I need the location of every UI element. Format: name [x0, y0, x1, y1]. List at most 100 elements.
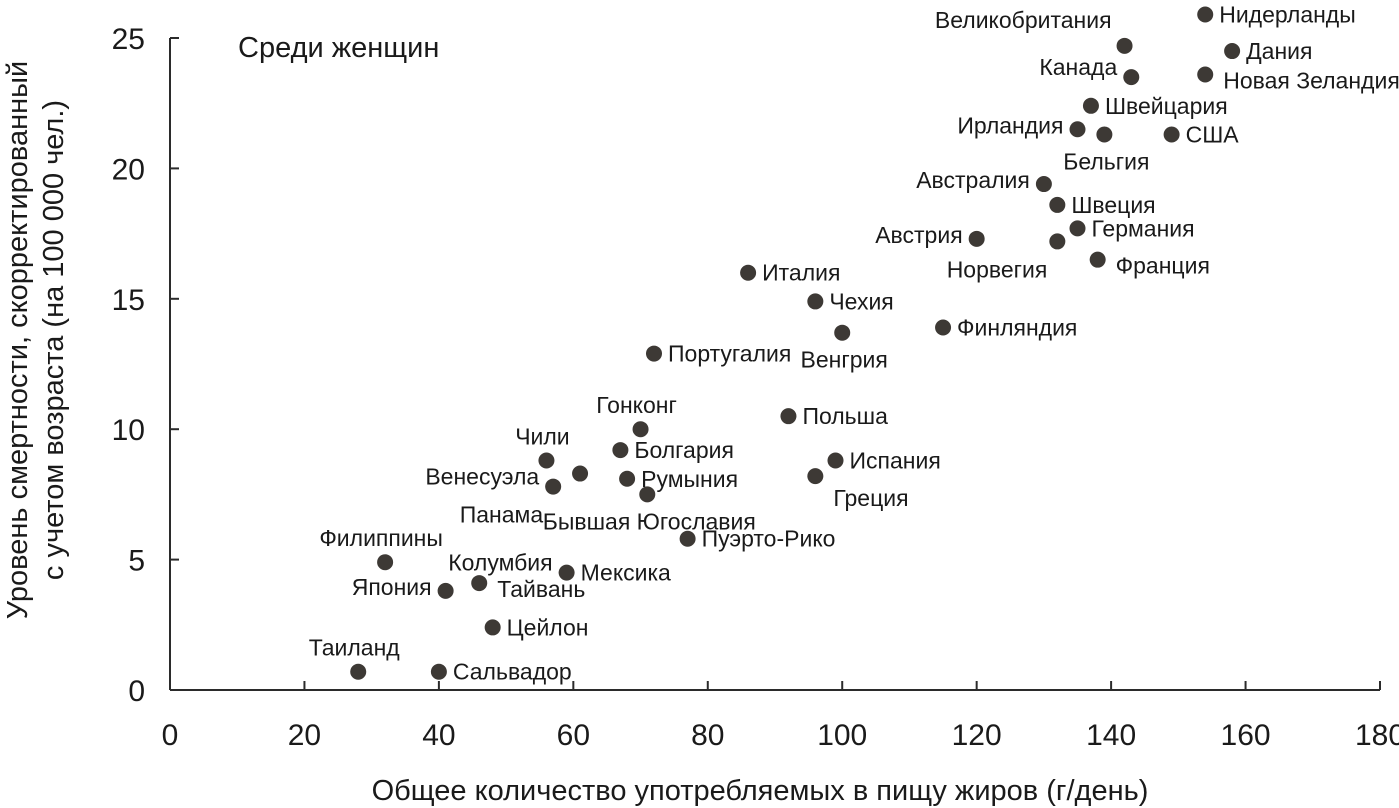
data-point-label: Япония: [352, 574, 432, 600]
data-point-label: Бывшая Югославия: [543, 508, 756, 534]
y-tick-label: 5: [128, 545, 145, 578]
x-tick-label: 60: [557, 719, 590, 752]
point-labels: Нидерланды Великобритания Дания Канада Новая…: [309, 2, 1399, 685]
data-point-label: Филиппины: [319, 525, 443, 551]
data-point-label: Цейлон: [507, 614, 589, 640]
data-point-label: Великобритания: [935, 7, 1112, 33]
y-tick-label: 0: [128, 675, 145, 708]
axes: [169, 38, 1380, 691]
data-point: [1116, 37, 1133, 54]
data-point-label: Португалия: [668, 341, 791, 367]
x-tick-label: 80: [691, 719, 724, 752]
data-point-label: Чехия: [829, 288, 893, 314]
y-tick-label: 25: [112, 23, 145, 56]
data-point: [935, 319, 952, 336]
data-point: [807, 293, 824, 310]
data-point-label: Италия: [762, 260, 840, 286]
data-point-label: Тайвань: [497, 576, 585, 602]
data-point: [538, 452, 555, 469]
data-point-label: Сальвадор: [453, 659, 572, 685]
data-point: [834, 324, 851, 341]
y-tick-label: 20: [112, 153, 145, 186]
data-point-label: Бельгия: [1063, 148, 1149, 174]
data-point: [1082, 97, 1099, 114]
data-point: [377, 554, 394, 571]
data-point: [740, 264, 757, 281]
data-point-label: Болгария: [634, 437, 734, 463]
data-point-label: Испания: [850, 447, 941, 473]
data-point: [968, 230, 985, 247]
y-axis-title-line-1: Уровень смертности, скорректированный: [2, 61, 34, 619]
data-point-label: Австралия: [916, 167, 1030, 193]
data-point: [679, 530, 696, 547]
data-point-label: Норвегия: [947, 256, 1048, 282]
data-point: [827, 452, 844, 469]
data-point-label: Канада: [1039, 54, 1117, 80]
data-point: [350, 663, 367, 680]
x-tick-label: 0: [162, 719, 179, 752]
data-point-label: Венесуэла: [425, 464, 539, 490]
data-point-label: Чили: [515, 423, 569, 449]
data-point-label: США: [1186, 121, 1240, 147]
data-point-label: Нидерланды: [1219, 2, 1356, 28]
ticks: 0 20 40 60 80 100 120 140 160 180 0 5 10 15 20 25: [112, 23, 1399, 752]
data-point: [1197, 66, 1214, 83]
x-axis-title: Общее количество употребляемых в пищу жи…: [372, 775, 1149, 807]
data-point-label: Греция: [833, 485, 908, 511]
data-point: [1069, 220, 1086, 237]
data-point-label: Австрия: [875, 222, 962, 248]
y-tick-label: 10: [112, 414, 145, 447]
data-point-label: Ирландия: [957, 112, 1063, 138]
data-point-label: Новая Зеландия: [1223, 68, 1399, 94]
data-point-label: Колумбия: [448, 550, 552, 576]
data-point-label: Дания: [1246, 38, 1312, 64]
data-point-label: Венгрия: [801, 347, 888, 373]
data-point-label: Румыния: [641, 466, 738, 492]
data-point: [639, 486, 656, 503]
data-point: [1096, 126, 1113, 143]
data-point: [558, 564, 575, 581]
data-point-label: Швейцария: [1105, 93, 1228, 119]
data-point-label: Финляндия: [957, 314, 1077, 340]
data-point: [437, 582, 454, 599]
x-tick-label: 160: [1221, 719, 1271, 752]
data-point: [619, 470, 636, 487]
data-point: [632, 421, 649, 438]
y-tick-label: 15: [112, 284, 145, 317]
data-point: [612, 442, 629, 459]
data-point: [780, 408, 797, 425]
data-point-label: Гонконг: [596, 392, 677, 418]
data-point: [1123, 69, 1140, 86]
data-point: [1089, 251, 1106, 268]
data-point: [807, 468, 824, 485]
data-point-label: Пуэрто-Рико: [702, 526, 836, 552]
data-point: [545, 478, 562, 495]
data-point: [1069, 121, 1086, 138]
x-tick-label: 120: [952, 719, 1002, 752]
data-point: [471, 575, 488, 592]
data-point-label: Германия: [1092, 215, 1195, 241]
data-point: [1049, 196, 1066, 213]
data-points: [350, 6, 1241, 680]
data-point: [1197, 6, 1214, 23]
data-point-label: Мексика: [581, 560, 671, 586]
data-point-label: Панама: [460, 502, 544, 528]
x-tick-label: 140: [1086, 719, 1136, 752]
data-point-label: Таиланд: [309, 635, 401, 661]
x-tick-label: 180: [1355, 719, 1399, 752]
x-tick-label: 100: [817, 719, 867, 752]
data-point-label: Франция: [1116, 253, 1210, 279]
data-point-label: Швеция: [1071, 192, 1155, 218]
data-point: [430, 663, 447, 680]
data-point: [1035, 176, 1052, 193]
data-point: [1163, 126, 1180, 143]
data-point: [1224, 43, 1241, 60]
data-point: [484, 619, 501, 636]
data-point: [572, 465, 589, 482]
data-point: [646, 345, 662, 362]
data-point: [1049, 233, 1066, 250]
data-point-label: Польша: [802, 403, 888, 429]
x-tick-label: 20: [288, 719, 321, 752]
chart-title: Среди женщин: [238, 32, 439, 64]
